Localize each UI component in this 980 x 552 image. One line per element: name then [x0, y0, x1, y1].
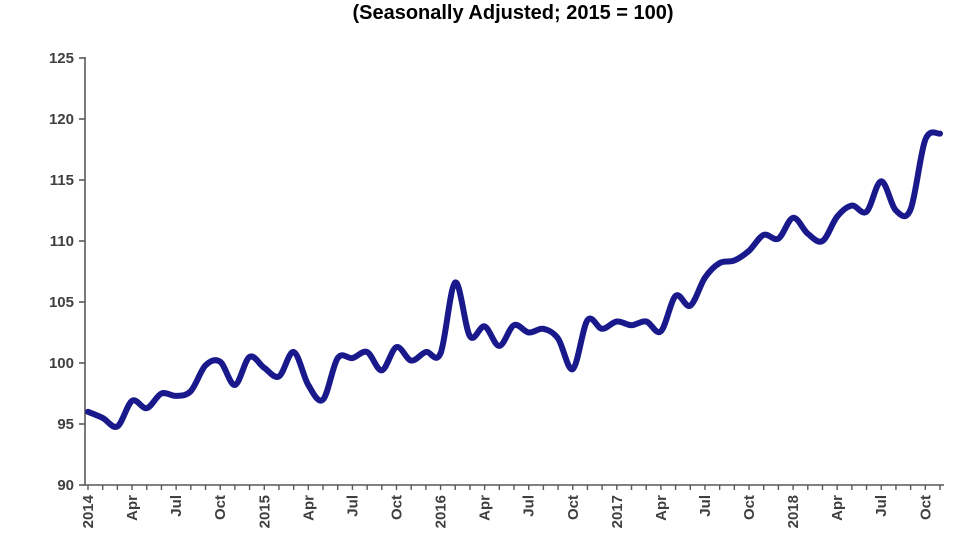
- x-tick-label: 2016: [433, 495, 450, 528]
- y-tick-label: 120: [49, 111, 74, 128]
- x-tick-label: Jul: [344, 495, 361, 517]
- x-tick-label: Oct: [212, 495, 229, 520]
- x-tick-label: Oct: [388, 495, 405, 520]
- x-tick-label: 2015: [256, 495, 273, 528]
- y-tick-label: 125: [49, 50, 74, 67]
- y-tick-label: 95: [57, 416, 74, 433]
- y-tick-label: 90: [57, 477, 74, 494]
- y-tick-label: 115: [50, 172, 74, 189]
- chart-title: (Seasonally Adjusted; 2015 = 100): [352, 2, 674, 24]
- x-tick-label: 2014: [80, 494, 97, 528]
- x-tick-label: Jul: [873, 495, 890, 517]
- x-tick-label: 2017: [609, 495, 626, 528]
- x-tick-label: Apr: [477, 495, 494, 521]
- x-tick-label: Apr: [124, 495, 141, 521]
- x-tick-label: Jul: [697, 495, 714, 517]
- x-tick-label: 2018: [785, 495, 802, 528]
- x-tick-label: Apr: [300, 495, 317, 521]
- data-series-line: [85, 129, 943, 430]
- x-tick-label: Apr: [653, 495, 670, 521]
- x-tick-label: Oct: [741, 495, 758, 520]
- x-tick-label: Oct: [565, 495, 582, 520]
- x-tick-label: Oct: [917, 495, 934, 520]
- y-tick-label: 110: [50, 233, 74, 250]
- y-tick-label: 105: [49, 294, 74, 311]
- y-tick-label: 100: [49, 355, 74, 372]
- x-tick-label: Jul: [521, 495, 538, 517]
- x-tick-label: Apr: [829, 495, 846, 521]
- x-tick-label: Jul: [168, 495, 185, 517]
